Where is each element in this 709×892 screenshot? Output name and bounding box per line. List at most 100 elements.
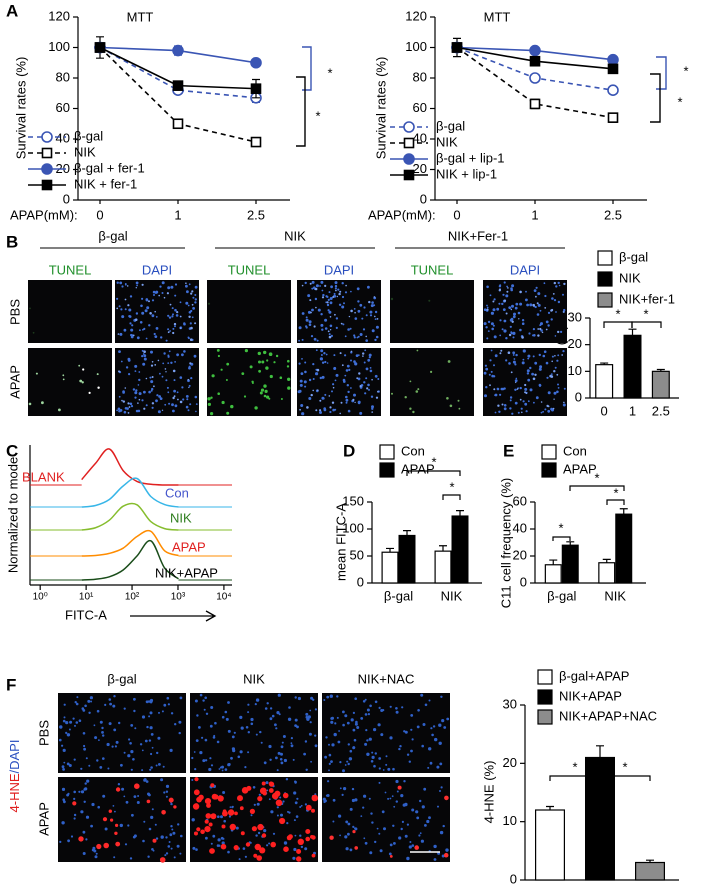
cell bbox=[171, 828, 174, 831]
cell bbox=[352, 711, 355, 715]
cell bbox=[82, 830, 86, 834]
cell bbox=[169, 330, 172, 332]
y-tick-label: 0 bbox=[420, 191, 427, 206]
cell bbox=[221, 400, 225, 405]
cell bbox=[188, 311, 192, 314]
cell bbox=[305, 316, 308, 319]
cell bbox=[322, 293, 325, 297]
cell bbox=[72, 717, 75, 720]
cell bbox=[346, 760, 349, 763]
cell bbox=[221, 715, 225, 719]
cell bbox=[112, 704, 116, 708]
significance-star: * bbox=[615, 306, 620, 321]
cell bbox=[221, 769, 224, 772]
cell bbox=[158, 395, 162, 398]
cell bbox=[80, 767, 83, 770]
cell bbox=[563, 387, 566, 390]
cell bbox=[169, 833, 173, 837]
cell bbox=[233, 731, 236, 734]
density-curve bbox=[81, 539, 179, 581]
cell bbox=[229, 806, 232, 808]
cell bbox=[424, 824, 427, 827]
cell bbox=[296, 797, 299, 800]
cell bbox=[347, 328, 350, 331]
cell bbox=[141, 715, 146, 719]
cell bbox=[237, 755, 241, 759]
y-tick-label: 20 bbox=[503, 755, 517, 770]
cell bbox=[330, 760, 333, 763]
cell bbox=[127, 402, 130, 405]
cell bbox=[209, 848, 215, 854]
legend-swatch bbox=[541, 444, 557, 460]
cell bbox=[526, 369, 530, 373]
cell bbox=[126, 285, 129, 287]
cell bbox=[540, 329, 543, 332]
cell bbox=[345, 395, 348, 399]
cell bbox=[563, 282, 566, 286]
cell bbox=[118, 370, 120, 373]
cell bbox=[411, 738, 414, 741]
cell bbox=[309, 299, 312, 302]
cell bbox=[300, 404, 304, 407]
cell bbox=[421, 744, 425, 748]
cell bbox=[96, 759, 99, 762]
cell bbox=[371, 411, 374, 413]
cell bbox=[440, 786, 443, 789]
cell bbox=[401, 820, 404, 824]
cell bbox=[151, 406, 154, 409]
cell bbox=[257, 796, 263, 802]
cell bbox=[113, 695, 116, 698]
cell bbox=[323, 699, 326, 701]
cell bbox=[521, 319, 525, 322]
cell bbox=[546, 376, 549, 379]
cell bbox=[301, 358, 303, 360]
cell bbox=[357, 401, 361, 405]
cell bbox=[217, 354, 220, 358]
cell bbox=[341, 282, 344, 285]
cell bbox=[308, 323, 312, 327]
micrograph bbox=[322, 693, 450, 773]
cell bbox=[544, 307, 547, 309]
cell bbox=[206, 803, 211, 808]
cell bbox=[494, 394, 496, 397]
cell bbox=[304, 740, 308, 743]
x-tick-label: 10⁴ bbox=[216, 592, 231, 603]
cell bbox=[362, 352, 365, 355]
cell bbox=[224, 710, 228, 714]
cell bbox=[409, 380, 412, 383]
cell bbox=[137, 384, 140, 386]
cell bbox=[141, 355, 144, 358]
cell bbox=[110, 818, 114, 822]
cell bbox=[259, 787, 267, 795]
cell bbox=[433, 844, 437, 849]
cell bbox=[488, 373, 491, 376]
cell bbox=[131, 324, 134, 327]
cell bbox=[142, 362, 146, 366]
cell bbox=[424, 703, 428, 707]
cell bbox=[189, 338, 193, 342]
significance-bracket bbox=[302, 46, 312, 91]
y-tick-label: 120 bbox=[405, 8, 427, 23]
cell bbox=[542, 410, 544, 413]
cell bbox=[84, 782, 87, 785]
cell bbox=[208, 767, 212, 772]
cell bbox=[366, 739, 369, 742]
cell bbox=[127, 824, 130, 827]
cell bbox=[283, 846, 289, 852]
cell bbox=[269, 374, 273, 379]
marker bbox=[250, 56, 262, 69]
cell bbox=[404, 834, 408, 838]
cell bbox=[321, 375, 325, 379]
cell bbox=[321, 361, 325, 364]
cell bbox=[367, 285, 370, 289]
cell bbox=[61, 821, 65, 825]
cell bbox=[129, 402, 133, 406]
cell bbox=[229, 823, 236, 831]
cell bbox=[365, 335, 368, 338]
cell bbox=[213, 794, 219, 800]
cell bbox=[294, 801, 298, 805]
cell bbox=[173, 856, 176, 859]
cell bbox=[319, 409, 322, 412]
cell bbox=[261, 833, 267, 838]
cell bbox=[264, 707, 268, 710]
